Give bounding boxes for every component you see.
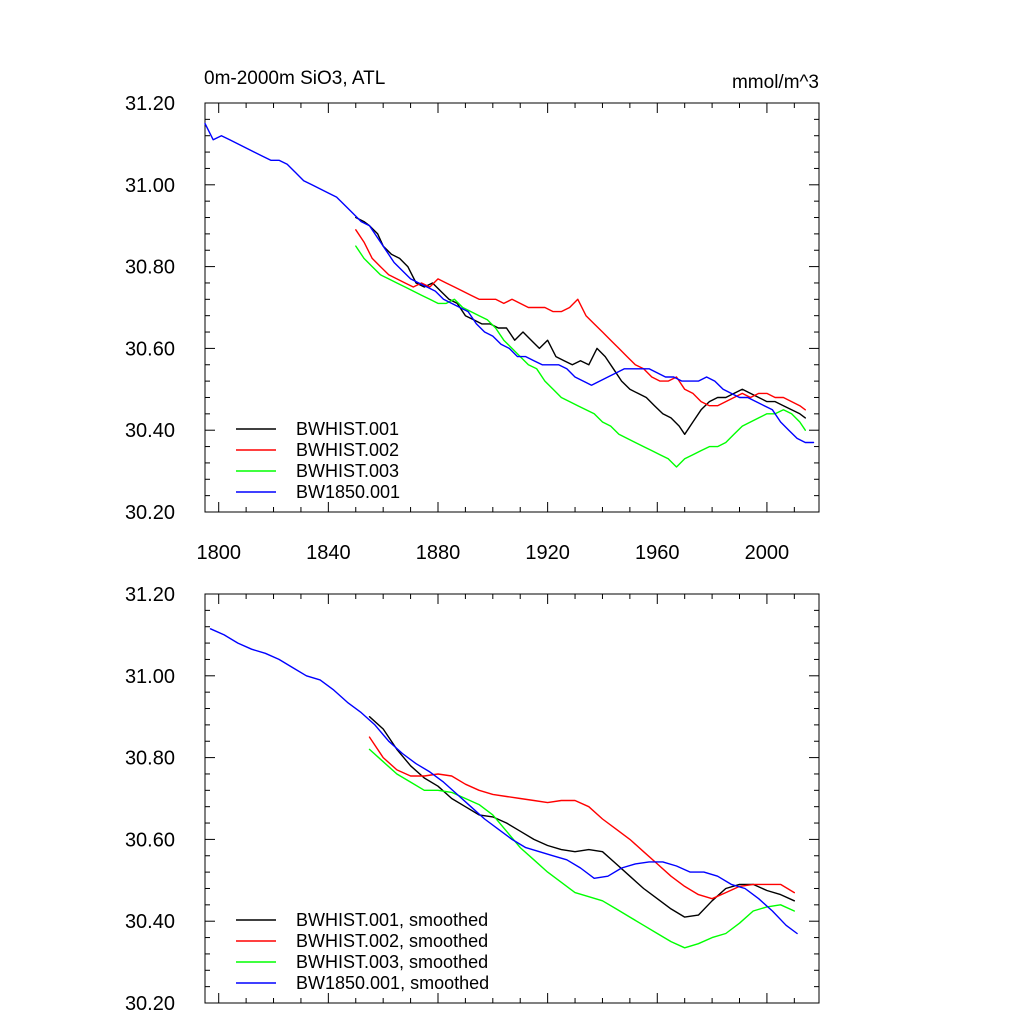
plot-frame: [204, 593, 820, 1004]
series-line-bwhist-002: [355, 229, 806, 411]
legend-label: BW1850.001, smoothed: [296, 973, 489, 993]
y-tick-label: 31.20: [125, 93, 175, 115]
y-tick-label: 30.60: [125, 829, 175, 851]
y-tick-label: 31.20: [125, 584, 175, 606]
y-tick-label: 30.80: [125, 748, 175, 770]
x-tick-label: 1800: [196, 542, 241, 564]
series-line-bwhist-003: [355, 245, 806, 468]
y-tick-label: 30.40: [125, 911, 175, 933]
y-tick-label: 30.40: [125, 420, 175, 442]
y-tick-label: 31.00: [125, 666, 175, 688]
legend-label: BWHIST.003: [296, 461, 399, 481]
legend-label: BWHIST.002: [296, 440, 399, 460]
top-panel-units: mmol/m^3: [732, 72, 819, 93]
series-line-bwhist-002-smoothed: [368, 736, 795, 900]
y-tick-label: 30.20: [125, 502, 175, 524]
legend-label: BW1850.001: [296, 482, 400, 502]
top-panel: 0m-2000m SiO3, ATL mmol/m^3 1800 1840 1880…: [125, 68, 820, 564]
series-line-bwhist-001-smoothed: [368, 716, 795, 918]
y-tick-label: 30.60: [125, 338, 175, 360]
top-plot-area: 1800 1840 1880 1920 1960 2000 30.20 30.40 30.60 3…: [125, 93, 820, 564]
series-line-bw1850-001-smoothed: [209, 628, 798, 935]
y-tick-label: 30.20: [125, 993, 175, 1015]
bottom-panel: 30.20 30.40 30.60 30.80 31.00 31.20 BWHIST.001…: [125, 584, 820, 1015]
y-tick-label: 31.00: [125, 175, 175, 197]
legend-label: BWHIST.001: [296, 419, 399, 439]
series-line-bwhist-003-smoothed: [368, 748, 795, 949]
plot-frame: [204, 102, 820, 513]
legend-label: BWHIST.003, smoothed: [296, 952, 488, 972]
y-tick-label: 30.80: [125, 257, 175, 279]
x-tick-label: 1880: [416, 542, 461, 564]
legend-label: BWHIST.001, smoothed: [296, 910, 488, 930]
bottom-plot-area: 30.20 30.40 30.60 30.80 31.00 31.20 BWHIST.001…: [125, 584, 820, 1015]
x-tick-label: 1960: [635, 542, 680, 564]
x-tick-label: 1920: [525, 542, 570, 564]
x-tick-label: 1840: [306, 542, 351, 564]
top-panel-title: 0m-2000m SiO3, ATL: [204, 68, 385, 89]
x-tick-label: 2000: [745, 542, 790, 564]
series-line-bw1850-001: [204, 122, 815, 444]
series-line-bwhist-001: [355, 216, 806, 435]
legend-label: BWHIST.002, smoothed: [296, 931, 488, 951]
